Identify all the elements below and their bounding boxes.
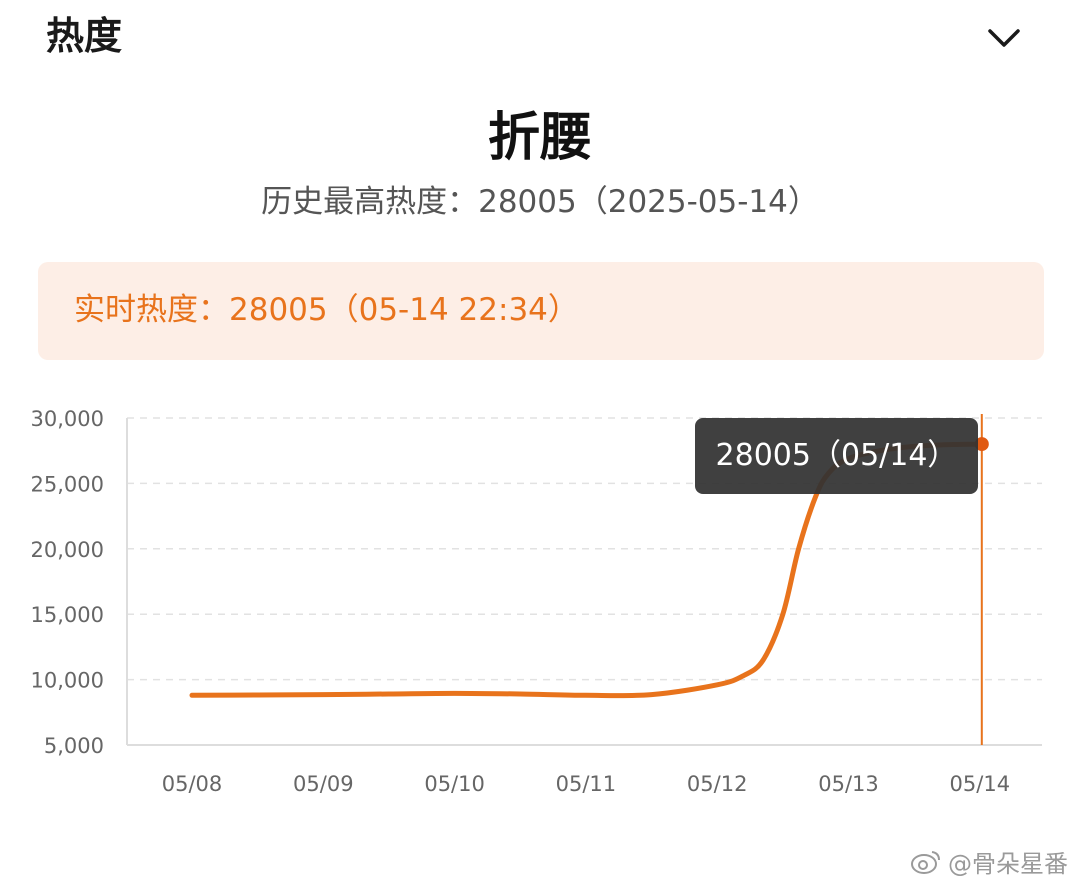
y-tick-label: 20,000 — [31, 538, 104, 562]
realtime-heat-banner: 实时热度：28005（05-14 22:34） — [38, 262, 1044, 360]
y-tick-label: 25,000 — [31, 472, 104, 496]
watermark-text: @骨朵星番 — [948, 850, 1068, 878]
chart-tooltip: 28005（05/14） — [695, 418, 978, 494]
x-tick-label: 05/09 — [293, 772, 354, 796]
y-tick-label: 15,000 — [31, 603, 104, 627]
topic-title: 折腰 — [487, 108, 592, 168]
x-tick-label: 05/10 — [424, 772, 485, 796]
section-title: 热度 — [46, 14, 123, 58]
chevron-down-icon[interactable] — [984, 18, 1024, 58]
realtime-heat-label: 实时热度：28005（05-14 22:34） — [74, 292, 579, 328]
y-tick-label: 5,000 — [44, 734, 104, 758]
heat-line-chart[interactable]: 30,000 25,000 20,000 15,000 10,000 5,000 05/08… — [0, 380, 1080, 820]
y-tick-label: 10,000 — [31, 669, 104, 693]
x-tick-label: 05/08 — [162, 772, 223, 796]
x-tick-label: 05/12 — [687, 772, 748, 796]
x-tick-label: 05/11 — [556, 772, 617, 796]
highlight-point — [974, 437, 989, 452]
weibo-eye-icon — [911, 850, 940, 874]
x-tick-label: 05/14 — [950, 772, 1011, 796]
watermark: @骨朵星番 — [910, 844, 1068, 879]
history-peak-label: 历史最高热度：28005（2025-05-14） — [261, 184, 819, 220]
y-tick-label: 30,000 — [31, 407, 104, 431]
x-tick-label: 05/13 — [818, 772, 879, 796]
